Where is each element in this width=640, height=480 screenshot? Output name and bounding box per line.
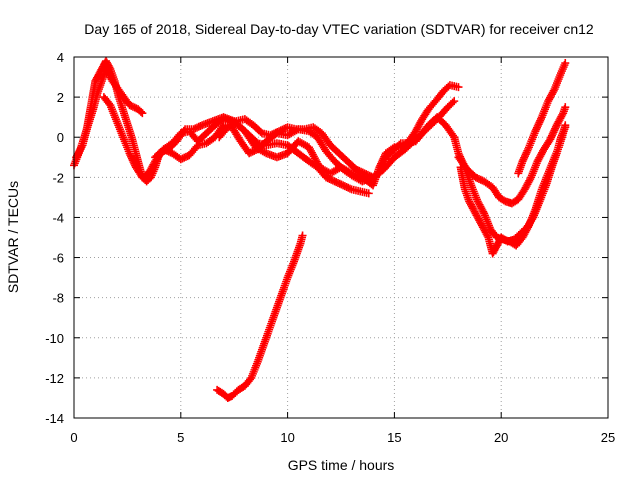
- plot-frame: [73, 56, 609, 419]
- data-point: [345, 184, 354, 193]
- data-point: [536, 116, 545, 125]
- y-tick-label: 4: [57, 50, 64, 65]
- data-point: [479, 207, 488, 216]
- x-tick-label: 5: [177, 430, 184, 445]
- data-point: [532, 123, 541, 132]
- data-point: [531, 127, 540, 136]
- data-point: [230, 118, 239, 127]
- data-point: [260, 148, 269, 157]
- x-tick-label: 0: [70, 430, 77, 445]
- x-tick-label: 20: [494, 430, 508, 445]
- data-point: [561, 59, 570, 68]
- chart-title: Day 165 of 2018, Sidereal Day-to-day VTE…: [84, 21, 594, 37]
- series-track-2: [72, 65, 147, 162]
- data-point: [520, 152, 529, 161]
- data-point: [535, 118, 544, 127]
- series-track-10: [213, 231, 307, 402]
- data-point: [547, 133, 556, 142]
- data-point: [551, 124, 560, 133]
- data-point: [127, 152, 136, 161]
- data-point: [454, 83, 463, 92]
- data-point: [364, 189, 373, 198]
- data-point: [523, 146, 532, 155]
- data-point: [561, 103, 570, 112]
- data-points: [70, 57, 570, 402]
- data-point: [524, 145, 533, 154]
- y-tick-label: -4: [52, 210, 64, 225]
- data-point: [395, 140, 404, 149]
- series-track-5: [215, 115, 378, 182]
- data-point: [138, 109, 147, 118]
- data-point: [550, 126, 559, 135]
- data-point: [448, 131, 457, 140]
- data-point: [546, 135, 555, 144]
- x-tick-label: 25: [601, 430, 615, 445]
- data-point: [518, 157, 527, 166]
- data-point: [558, 110, 567, 119]
- y-tick-label: 2: [57, 90, 64, 105]
- series-track-8: [454, 103, 570, 208]
- y-tick-label: -14: [45, 411, 64, 426]
- data-point: [521, 150, 530, 159]
- series-track-7: [456, 123, 570, 258]
- data-point: [520, 153, 529, 162]
- data-point: [526, 175, 535, 184]
- x-tick-label: 10: [280, 430, 294, 445]
- y-tick-label: -8: [52, 291, 64, 306]
- y-axis-label: SDTVAR / TECUs: [5, 181, 21, 293]
- y-tick-label: -2: [52, 170, 64, 185]
- series-track-9: [514, 59, 570, 178]
- series-track-3: [99, 93, 459, 186]
- data-point: [551, 122, 560, 131]
- data-point: [196, 121, 205, 130]
- data-point: [367, 172, 376, 181]
- data-point: [533, 121, 542, 130]
- data-point: [129, 158, 138, 167]
- series-track-1: [70, 57, 463, 190]
- x-tick-label: 15: [387, 430, 401, 445]
- data-point: [252, 137, 261, 146]
- y-tick-label: -6: [52, 251, 64, 266]
- data-point: [256, 127, 265, 136]
- data-point: [547, 131, 556, 140]
- data-point: [561, 123, 570, 132]
- data-point: [369, 173, 378, 182]
- data-point: [548, 129, 557, 138]
- axis-ticks: 0 5 10 15 20 25 -14 -12 -10 -8 -6 -4 -2 0 2 4: [45, 50, 615, 445]
- data-point: [549, 86, 558, 95]
- x-axis-label: GPS time / hours: [288, 457, 395, 473]
- series-track-4: [151, 115, 373, 198]
- y-tick-label: 0: [57, 130, 64, 145]
- data-point: [549, 128, 558, 137]
- data-point: [532, 125, 541, 134]
- y-tick-label: -12: [45, 371, 64, 386]
- data-point: [127, 154, 136, 163]
- data-point: [298, 231, 307, 240]
- data-point: [483, 231, 492, 240]
- data-point: [130, 159, 139, 168]
- data-point: [519, 155, 528, 164]
- data-point: [536, 114, 545, 123]
- data-point: [128, 156, 137, 165]
- series-track-6: [375, 113, 570, 250]
- data-point: [448, 98, 457, 107]
- data-point: [136, 107, 145, 116]
- data-point: [126, 151, 135, 160]
- grid: [74, 57, 608, 418]
- data-point: [77, 142, 86, 151]
- data-point: [534, 120, 543, 129]
- data-point: [450, 97, 459, 106]
- data-point: [522, 148, 531, 157]
- y-tick-label: -10: [45, 331, 64, 346]
- data-point: [125, 149, 134, 158]
